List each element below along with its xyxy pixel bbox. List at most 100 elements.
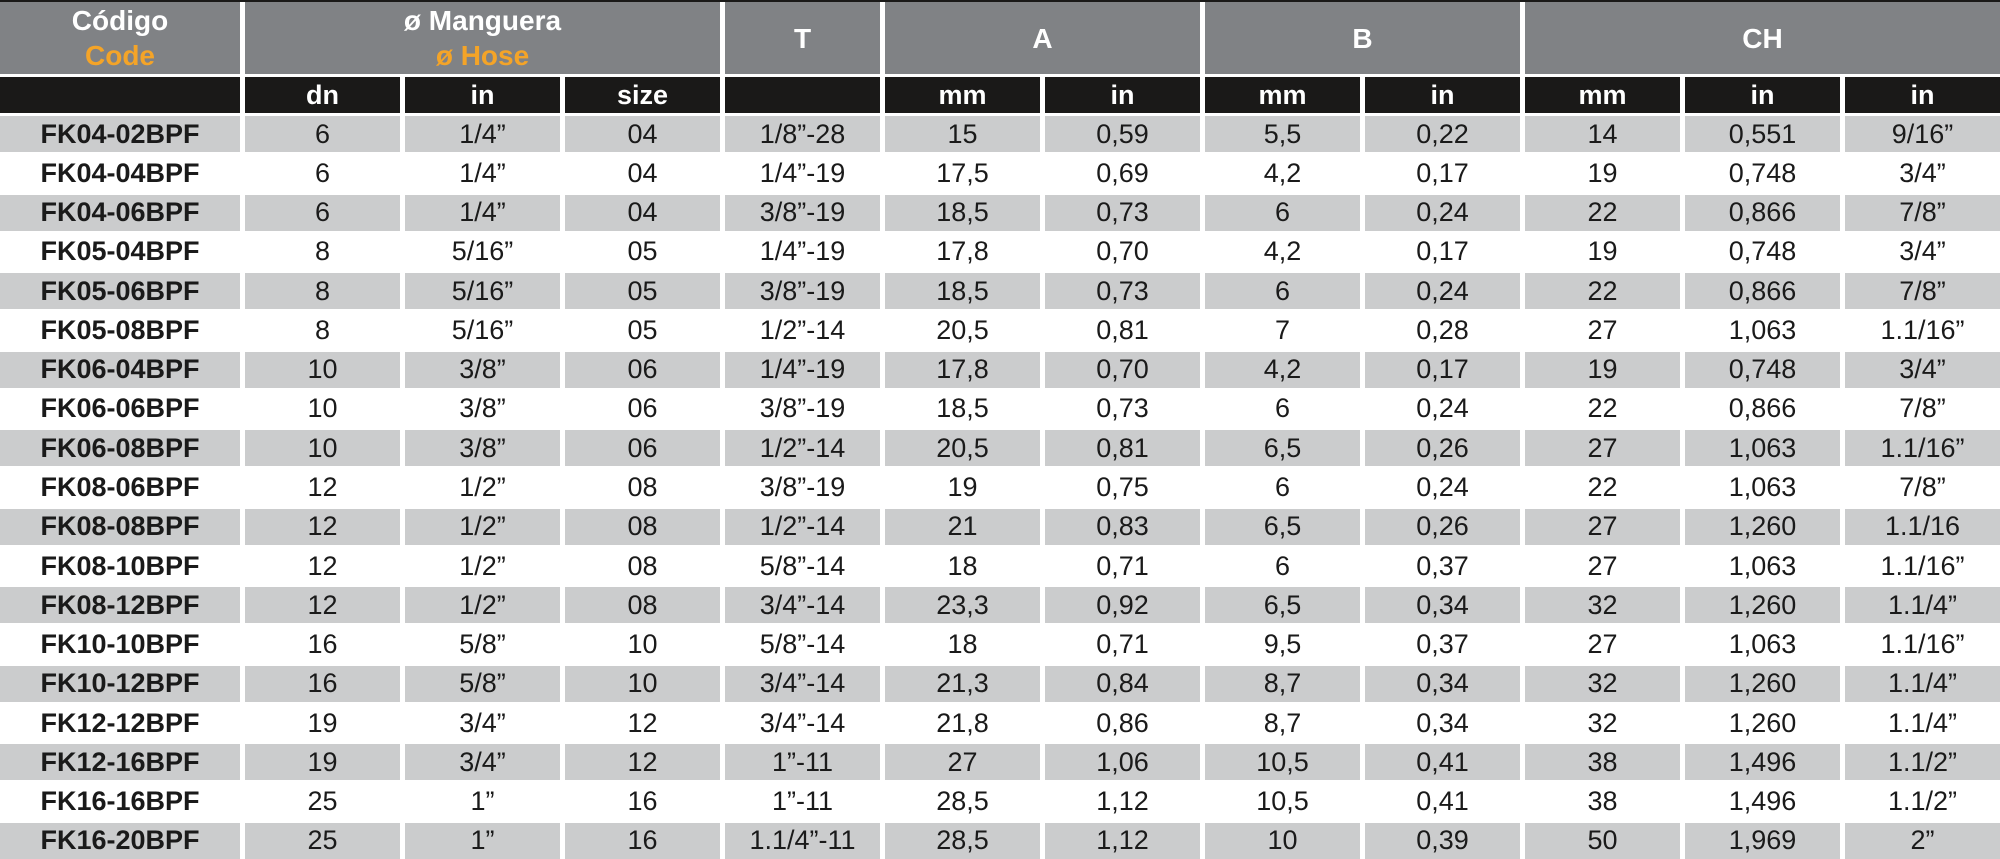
value-cell: 06: [565, 351, 720, 388]
value-cell: 1,969: [1685, 822, 1840, 859]
value-cell: 1/4”-19: [725, 351, 880, 388]
value-cell: 1,260: [1685, 704, 1840, 742]
subheader-ch-mm: mm: [1525, 77, 1680, 113]
value-cell: 22: [1525, 194, 1680, 231]
value-cell: 6,5: [1205, 508, 1360, 545]
value-cell: 19: [1525, 155, 1680, 192]
value-cell: 8,7: [1205, 704, 1360, 742]
value-cell: 1.1/16: [1845, 508, 2000, 545]
subheader-a-mm: mm: [885, 77, 1040, 113]
value-cell: 05: [565, 233, 720, 271]
value-cell: 6: [1205, 194, 1360, 231]
subheader-empty-t: [725, 77, 880, 113]
value-cell: 0,59: [1045, 116, 1200, 153]
value-cell: 16: [565, 783, 720, 820]
value-cell: 6: [1205, 469, 1360, 506]
value-cell: 5/8”-14: [725, 626, 880, 663]
value-cell: 27: [1525, 508, 1680, 545]
value-cell: 1.1/16”: [1845, 547, 2000, 585]
value-cell: 0,75: [1045, 469, 1200, 506]
value-cell: 3/8”-19: [725, 390, 880, 428]
value-cell: 0,866: [1685, 194, 1840, 231]
value-cell: 0,92: [1045, 587, 1200, 624]
value-cell: 0,748: [1685, 351, 1840, 388]
value-cell: 10: [245, 390, 400, 428]
code-cell: FK16-16BPF: [0, 783, 240, 820]
value-cell: 22: [1525, 273, 1680, 310]
value-cell: 3/4”-14: [725, 665, 880, 702]
header-group-primary-label: T: [793, 22, 812, 54]
value-cell: 06: [565, 390, 720, 428]
code-cell: FK10-12BPF: [0, 665, 240, 702]
value-cell: 20,5: [885, 430, 1040, 467]
value-cell: 0,866: [1685, 273, 1840, 310]
value-cell: 3/4”-14: [725, 587, 880, 624]
value-cell: 28,5: [885, 822, 1040, 859]
value-cell: 05: [565, 273, 720, 310]
value-cell: 1/2”: [405, 469, 560, 506]
value-cell: 1,063: [1685, 626, 1840, 663]
value-cell: 1,12: [1045, 822, 1200, 859]
header-group-primary-label: CH: [1742, 22, 1783, 54]
value-cell: 1,260: [1685, 587, 1840, 624]
value-cell: 1.1/16”: [1845, 626, 2000, 663]
value-cell: 04: [565, 155, 720, 192]
value-cell: 6,5: [1205, 587, 1360, 624]
value-cell: 10,5: [1205, 744, 1360, 781]
subheader-size: size: [565, 77, 720, 113]
value-cell: 12: [245, 508, 400, 545]
value-cell: 1/8”-28: [725, 116, 880, 153]
value-cell: 10: [565, 626, 720, 663]
value-cell: 4,2: [1205, 351, 1360, 388]
value-cell: 0,81: [1045, 312, 1200, 349]
value-cell: 0,17: [1365, 351, 1520, 388]
value-cell: 18,5: [885, 273, 1040, 310]
value-cell: 22: [1525, 390, 1680, 428]
value-cell: 0,73: [1045, 194, 1200, 231]
value-cell: 4,2: [1205, 233, 1360, 271]
value-cell: 0,22: [1365, 116, 1520, 153]
code-cell: FK12-12BPF: [0, 704, 240, 742]
value-cell: 1”: [405, 783, 560, 820]
value-cell: 9/16”: [1845, 116, 2000, 153]
code-cell: FK05-06BPF: [0, 273, 240, 310]
value-cell: 0,71: [1045, 547, 1200, 585]
code-cell: FK05-08BPF: [0, 312, 240, 349]
value-cell: 23,3: [885, 587, 1040, 624]
value-cell: 10: [1205, 822, 1360, 859]
value-cell: 04: [565, 194, 720, 231]
value-cell: 1,12: [1045, 783, 1200, 820]
value-cell: 27: [1525, 626, 1680, 663]
value-cell: 0,70: [1045, 351, 1200, 388]
subheader-b-in: in: [1365, 77, 1520, 113]
header-group-primary-label: A: [1032, 22, 1053, 54]
value-cell: 21,8: [885, 704, 1040, 742]
value-cell: 1,260: [1685, 665, 1840, 702]
code-cell: FK05-04BPF: [0, 233, 240, 271]
header-group-primary-label: Código: [71, 5, 169, 36]
value-cell: 6,5: [1205, 430, 1360, 467]
value-cell: 1.1/4”: [1845, 704, 2000, 742]
value-cell: 18: [885, 626, 1040, 663]
value-cell: 0,73: [1045, 390, 1200, 428]
value-cell: 1/2”: [405, 587, 560, 624]
value-cell: 17,8: [885, 351, 1040, 388]
value-cell: 1.1/4”: [1845, 587, 2000, 624]
value-cell: 0,28: [1365, 312, 1520, 349]
value-cell: 0,37: [1365, 547, 1520, 585]
value-cell: 1/2”-14: [725, 508, 880, 545]
value-cell: 05: [565, 312, 720, 349]
value-cell: 0,748: [1685, 233, 1840, 271]
subheader-a-in: in: [1045, 77, 1200, 113]
subheader-dn: dn: [245, 77, 400, 113]
value-cell: 1/4”-19: [725, 155, 880, 192]
value-cell: 3/4”: [1845, 155, 2000, 192]
value-cell: 1/4”: [405, 116, 560, 153]
code-cell: FK06-06BPF: [0, 390, 240, 428]
value-cell: 0,70: [1045, 233, 1200, 271]
value-cell: 1,063: [1685, 312, 1840, 349]
header-group-secondary-label: Code: [85, 40, 155, 71]
value-cell: 3/8”-19: [725, 469, 880, 506]
code-cell: FK06-08BPF: [0, 430, 240, 467]
